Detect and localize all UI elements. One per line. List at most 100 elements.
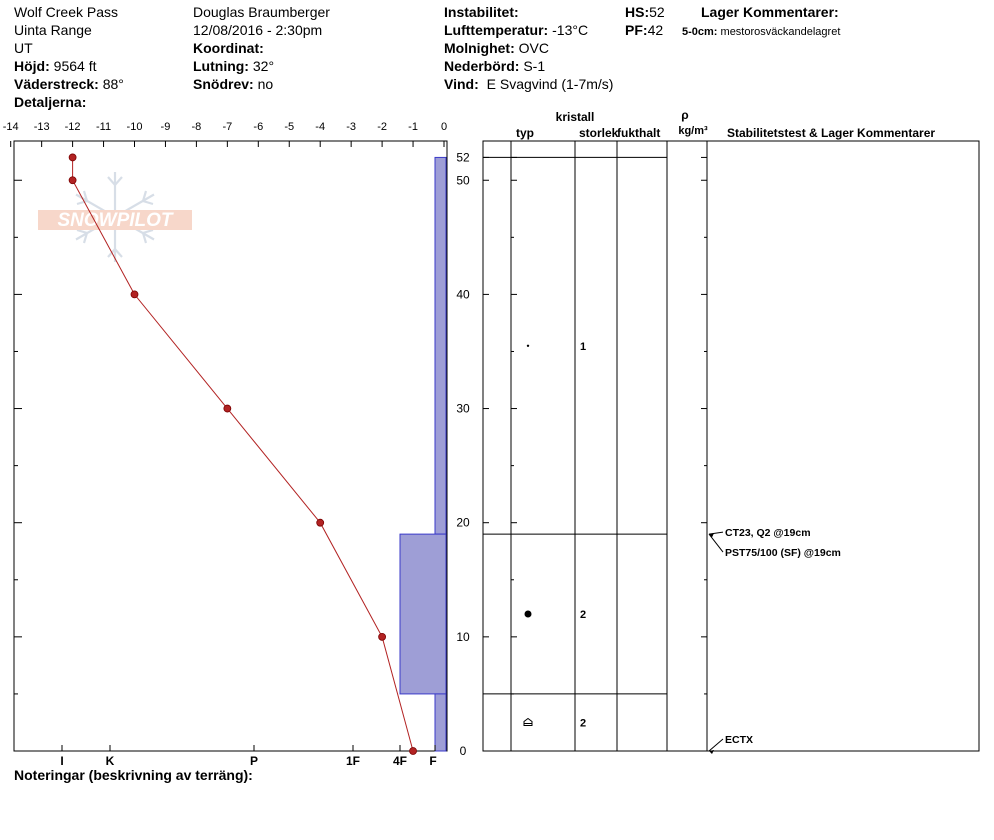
hardness-tick-label: 1F (346, 754, 360, 768)
hardness-bar-1 (399, 533, 447, 695)
stability-test-leader (708, 533, 724, 553)
air-temperature-label: Lufttemperatur: (444, 22, 549, 38)
depth-tick-label: 30 (456, 402, 470, 416)
hardness-tick-label: F (429, 754, 436, 768)
wind-value: E Svagvind (1-7m/s) (486, 76, 614, 92)
precipitation: Nederbörd: S-1 (444, 58, 545, 74)
observer-name: Douglas Braumberger (193, 4, 330, 20)
coordinate-label: Koordinat: (193, 40, 264, 56)
depth-tick-label: 0 (460, 744, 467, 758)
penetration-foot-label: PF: (625, 22, 648, 38)
temp-tick-label: -8 (192, 121, 202, 133)
location-name: Wolf Creek Pass (14, 4, 118, 20)
air-temperature: Lufttemperatur: -13°C (444, 22, 588, 38)
air-temperature-value: -13°C (552, 22, 589, 38)
grain-size-label: 2 (580, 717, 586, 729)
depth-tick-label: 40 (456, 287, 470, 301)
elevation-label: Höjd: (14, 58, 50, 74)
wind-loading-label: Snödrev: (193, 76, 254, 92)
snowpilot-watermark: SNOWPILOT (38, 172, 192, 262)
temp-tick-label: -9 (161, 121, 171, 133)
aspect: Väderstreck: 88° (14, 76, 124, 92)
wind-loading: Snödrev: no (193, 76, 273, 92)
instability-label: Instabilitet: (444, 4, 519, 20)
snow-height-label: HS: (625, 4, 650, 20)
depth-tick-label: 50 (456, 173, 470, 187)
state: UT (14, 40, 33, 56)
stability-test-label: ECTX (725, 734, 753, 746)
elevation-value: 9564 ft (53, 58, 97, 74)
precipitation-label: Nederbörd: (444, 58, 520, 74)
stability-header: Stabilitetstest & Lager Kommentarer (727, 126, 935, 140)
hardness-tick-label: P (250, 754, 258, 768)
temp-tick-label: -10 (127, 121, 143, 133)
stability-test-leader (708, 738, 724, 752)
hardness-tick-label: K (106, 754, 115, 768)
temperature-point (409, 747, 417, 755)
temp-tick-label: -1 (408, 121, 418, 133)
stability-test-label: CT23, Q2 @19cm (725, 527, 811, 539)
rounded-grains-icon (524, 610, 532, 618)
size-header: storlek (579, 126, 619, 140)
penetration-foot-value: 42 (647, 22, 664, 38)
density-unit-header: kg/m³ (678, 125, 708, 137)
temp-tick-label: 0 (441, 121, 447, 133)
temperature-plot-frame (13, 140, 448, 752)
wind-label: Vind: (444, 76, 479, 92)
penetration-foot: PF:42 (625, 22, 663, 38)
watermark-banner (38, 210, 192, 230)
type-header: typ (516, 126, 534, 140)
slope-value: 32° (252, 58, 275, 74)
temperature-point (223, 404, 232, 413)
stability-test-arrow-icon (709, 533, 714, 538)
temp-tick-label: -5 (284, 121, 294, 133)
watermark-text: SNOWPILOT (57, 210, 173, 231)
temperature-point (316, 518, 325, 527)
sky-cover-label: Molnighet: (444, 40, 515, 56)
temp-tick-label: -7 (222, 121, 232, 133)
temp-tick-label: -11 (96, 121, 111, 133)
layer-table-frame (482, 140, 980, 752)
precipitation-particles-icon (526, 344, 530, 347)
temperature-point (130, 290, 139, 299)
temp-tick-label: -13 (34, 121, 50, 133)
hardness-bar-0 (434, 156, 447, 535)
wind: Vind: E Svagvind (1-7m/s) (444, 76, 613, 92)
slope: Lutning: 32° (193, 58, 274, 74)
layer-comment-depth: 5-0cm: (682, 26, 718, 38)
temperature-point (378, 632, 387, 641)
layer-comments-label: Lager Kommentarer: (701, 4, 839, 20)
depth-tick-label: 52 (456, 150, 470, 164)
layer-comment-text: mestorosväckandelagret (720, 26, 841, 38)
temperature-point (68, 176, 77, 185)
temp-tick-label: -2 (377, 121, 387, 133)
aspect-label: Väderstreck: (14, 76, 99, 92)
temp-tick-label: -4 (315, 121, 325, 133)
crystal-header: kristall (556, 110, 595, 124)
stability-test-arrow-icon (709, 750, 714, 754)
temperature-point (68, 153, 77, 162)
elevation: Höjd: 9564 ft (14, 58, 96, 74)
terrain-notes-label: Noteringar (beskrivning av terräng): (14, 767, 253, 783)
temperature-line (72, 157, 414, 752)
sky-cover-value: OVC (518, 40, 549, 56)
depth-tick-label: 20 (456, 516, 470, 530)
density-symbol-header: ρ (681, 108, 688, 122)
observation-datetime: 12/08/2016 - 2:30pm (193, 22, 323, 38)
moisture-header: fukthalt (617, 126, 660, 140)
details-label: Detaljerna: (14, 94, 87, 110)
temp-tick-label: -14 (3, 121, 19, 133)
grain-size-label: 1 (580, 341, 586, 353)
mountain-range: Uinta Range (14, 22, 92, 38)
grain-size-label: 2 (580, 609, 586, 621)
sky-cover: Molnighet: OVC (444, 40, 549, 56)
layer-comment: 5-0cm: mestorosväckandelagret (682, 24, 840, 40)
hardness-tick-label: 4F (393, 754, 407, 768)
hardness-bar-2 (434, 693, 447, 752)
precipitation-value: S-1 (523, 58, 546, 74)
depth-tick-label: 10 (456, 630, 470, 644)
temp-tick-label: -12 (65, 121, 81, 133)
temp-tick-label: -6 (253, 121, 263, 133)
snow-height-value: 52 (649, 4, 665, 20)
snow-height: HS:52 (625, 4, 665, 20)
